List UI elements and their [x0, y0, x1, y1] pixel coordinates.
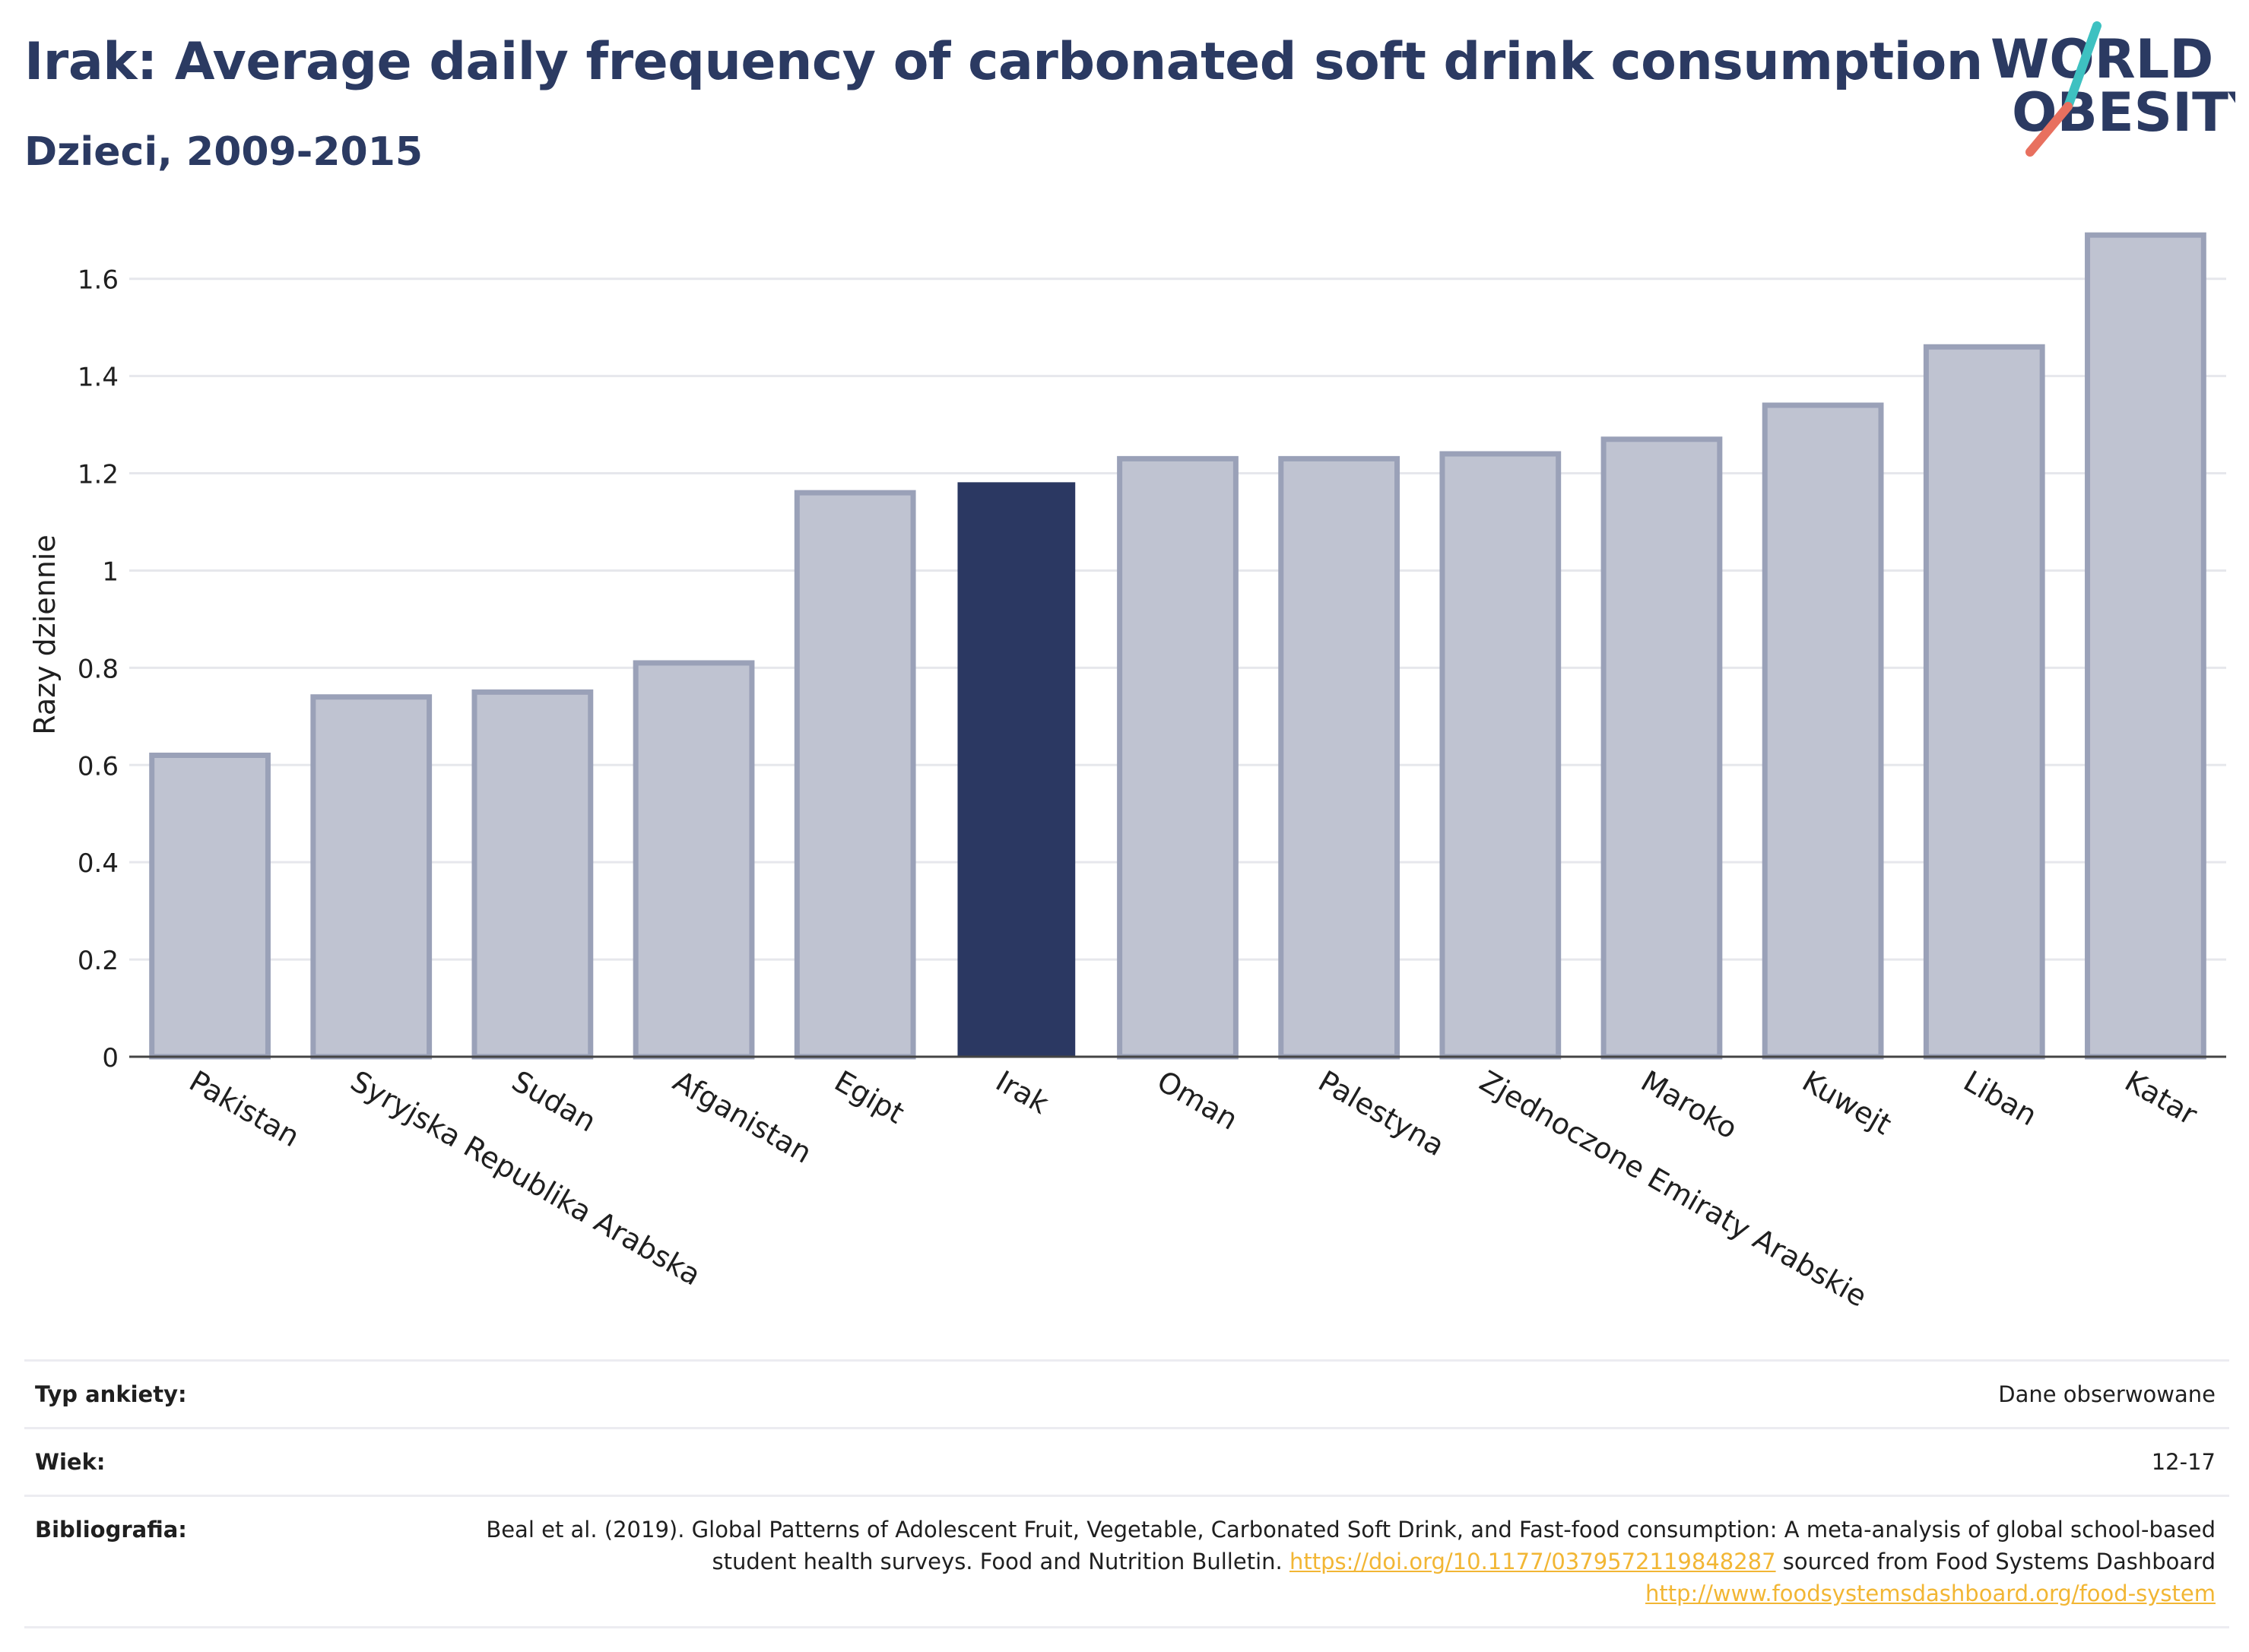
x-tick-label: Kuwejt: [1797, 1064, 1897, 1142]
bibliography-value: Beal et al. (2019). Global Patterns of A…: [467, 1514, 2216, 1609]
meta-row-bibliography: Bibliografia: Beal et al. (2019). Global…: [24, 1495, 2229, 1628]
bar-pakistan[interactable]: [149, 752, 271, 1060]
y-tick-label: 0: [102, 1043, 119, 1073]
page-title: Irak: Average daily frequency of carbona…: [24, 32, 1983, 92]
bar-afganistan[interactable]: [633, 660, 755, 1060]
y-tick-label: 1.6: [78, 265, 119, 296]
y-tick-label: 0.4: [78, 848, 119, 879]
bar-liban[interactable]: [1923, 344, 2045, 1060]
x-tick-label: Oman: [1152, 1064, 1244, 1137]
y-tick-label: 0.2: [78, 946, 119, 976]
x-tick-label: Maroko: [1635, 1064, 1743, 1146]
y-tick-label: 1.2: [78, 460, 119, 490]
bar-maroko[interactable]: [1600, 436, 1723, 1060]
x-tick-label: Palestyna: [1313, 1064, 1450, 1163]
logo-line1: WORLD: [1990, 28, 2213, 90]
world-obesity-logo: WORLD OBESITY: [1990, 21, 2235, 157]
bar-irak[interactable]: [957, 482, 1076, 1057]
bar-palestyna[interactable]: [1278, 455, 1400, 1060]
logo-slash-coral: [2025, 102, 2073, 157]
bibliography-source-text: sourced from Food Systems Dashboard: [1782, 1549, 2216, 1574]
page-subtitle: Dzieci, 2009-2015: [24, 129, 423, 175]
bar-sudan[interactable]: [471, 689, 594, 1060]
age-value: 12-17: [2151, 1449, 2216, 1475]
y-tick-label: 1.4: [78, 363, 119, 393]
x-tick-label: Pakistan: [184, 1064, 306, 1154]
dashboard-link[interactable]: http://www.foodsystemsdashboard.org/food…: [1645, 1581, 2216, 1606]
bar-zjednoczone-emiraty-arabskie[interactable]: [1439, 451, 1562, 1060]
x-tick-label: Liban: [1958, 1064, 2042, 1133]
x-tick-label: Afganistan: [668, 1064, 817, 1170]
bar-syryjska-republika-arabska[interactable]: [310, 694, 433, 1060]
doi-link[interactable]: https://doi.org/10.1177/0379572119848287: [1289, 1549, 1776, 1574]
x-tick-label: Katar: [2119, 1064, 2203, 1132]
bar-kuwejt[interactable]: [1762, 402, 1884, 1060]
bars: [149, 232, 2206, 1060]
x-tick-label: Sudan: [506, 1064, 602, 1139]
survey-type-label: Typ ankiety:: [35, 1381, 187, 1407]
bar-oman[interactable]: [1117, 455, 1239, 1060]
y-tick-label: 0.8: [78, 654, 119, 684]
bar-katar[interactable]: [2085, 232, 2206, 1060]
y-axis-label: Razy dziennie: [28, 534, 62, 734]
metadata-table: Typ ankiety: Dane obserwowane Wiek: 12-1…: [24, 1359, 2229, 1628]
meta-row-age: Wiek: 12-17: [24, 1427, 2229, 1495]
meta-row-survey: Typ ankiety: Dane obserwowane: [24, 1359, 2229, 1427]
y-tick-label: 0.6: [78, 751, 119, 782]
bibliography-text: Beal et al. (2019). Global Patterns of A…: [486, 1517, 2216, 1574]
bibliography-label: Bibliografia:: [35, 1517, 187, 1543]
age-label: Wiek:: [35, 1449, 106, 1475]
y-tick-label: 1: [102, 556, 119, 587]
bar-egipt[interactable]: [794, 490, 916, 1060]
logo-slash-teal: [2063, 21, 2101, 111]
x-tick-label: Irak: [990, 1064, 1054, 1121]
survey-type-value: Dane obserwowane: [1998, 1381, 2216, 1407]
x-tick-label: Egipt: [829, 1064, 910, 1130]
